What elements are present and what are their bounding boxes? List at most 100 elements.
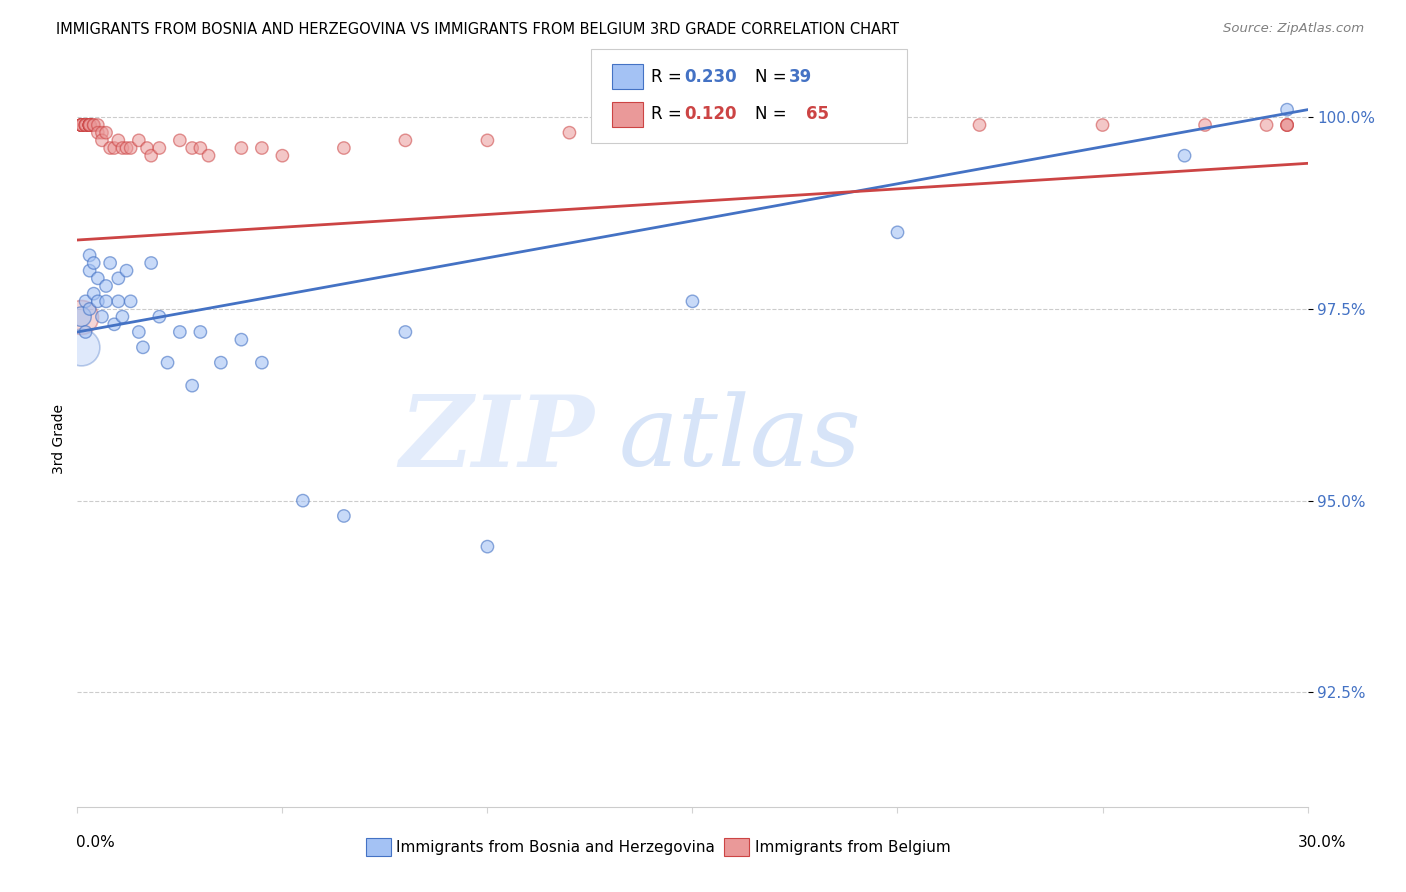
Point bbox=[141, 256, 163, 270]
Point bbox=[83, 286, 105, 301]
Point bbox=[181, 141, 204, 155]
Text: 65: 65 bbox=[806, 105, 828, 123]
Point bbox=[79, 118, 101, 132]
Point bbox=[115, 263, 138, 277]
Point bbox=[120, 294, 142, 309]
Text: Source: ZipAtlas.com: Source: ZipAtlas.com bbox=[1223, 22, 1364, 36]
Point bbox=[70, 118, 93, 132]
Point bbox=[969, 118, 991, 132]
Point bbox=[75, 118, 97, 132]
Point bbox=[70, 118, 93, 132]
Point bbox=[79, 118, 101, 132]
Text: 30.0%: 30.0% bbox=[1298, 836, 1346, 850]
Point bbox=[148, 141, 170, 155]
Point bbox=[333, 141, 356, 155]
Text: Immigrants from Belgium: Immigrants from Belgium bbox=[755, 840, 950, 855]
Text: IMMIGRANTS FROM BOSNIA AND HERZEGOVINA VS IMMIGRANTS FROM BELGIUM 3RD GRADE CORR: IMMIGRANTS FROM BOSNIA AND HERZEGOVINA V… bbox=[56, 22, 900, 37]
Text: 39: 39 bbox=[789, 68, 813, 86]
Point bbox=[83, 118, 105, 132]
Point bbox=[70, 310, 93, 324]
Point bbox=[107, 271, 129, 285]
Point bbox=[70, 340, 93, 354]
Point bbox=[188, 141, 212, 155]
Point bbox=[107, 294, 129, 309]
Point bbox=[1256, 118, 1278, 132]
Point bbox=[250, 141, 273, 155]
Point bbox=[558, 126, 581, 140]
Point bbox=[394, 133, 416, 147]
Point bbox=[197, 149, 219, 163]
Point bbox=[103, 141, 125, 155]
Point bbox=[682, 294, 704, 309]
Point bbox=[120, 141, 142, 155]
Point bbox=[79, 118, 101, 132]
Point bbox=[70, 310, 93, 324]
Text: N =: N = bbox=[755, 68, 792, 86]
Point bbox=[90, 310, 114, 324]
Point bbox=[79, 118, 101, 132]
Point bbox=[70, 118, 93, 132]
Point bbox=[70, 118, 93, 132]
Point bbox=[90, 126, 114, 140]
Point bbox=[70, 118, 93, 132]
Point bbox=[70, 118, 93, 132]
Point bbox=[115, 141, 138, 155]
Point bbox=[477, 133, 499, 147]
Point bbox=[79, 301, 101, 316]
Point bbox=[1275, 118, 1298, 132]
Point bbox=[231, 333, 253, 347]
Point bbox=[231, 141, 253, 155]
Point bbox=[98, 256, 121, 270]
Point bbox=[682, 126, 704, 140]
Point bbox=[1275, 118, 1298, 132]
Point bbox=[79, 118, 101, 132]
Point bbox=[111, 141, 134, 155]
Point bbox=[79, 118, 101, 132]
Point bbox=[132, 340, 155, 354]
Point bbox=[79, 118, 101, 132]
Y-axis label: 3rd Grade: 3rd Grade bbox=[52, 404, 66, 475]
Text: R =: R = bbox=[651, 68, 688, 86]
Point bbox=[148, 310, 170, 324]
Point bbox=[79, 118, 101, 132]
Point bbox=[804, 126, 827, 140]
Point bbox=[291, 493, 314, 508]
Point bbox=[103, 318, 125, 332]
Point bbox=[75, 325, 97, 339]
Point bbox=[1174, 149, 1197, 163]
Point bbox=[1275, 103, 1298, 117]
Point bbox=[79, 263, 101, 277]
Point bbox=[209, 356, 232, 370]
Text: 0.0%: 0.0% bbox=[76, 836, 115, 850]
Point bbox=[70, 118, 93, 132]
Point bbox=[79, 118, 101, 132]
Point bbox=[83, 256, 105, 270]
Point bbox=[477, 540, 499, 554]
Point bbox=[156, 356, 179, 370]
Point bbox=[87, 118, 110, 132]
Point bbox=[70, 118, 93, 132]
Point bbox=[1091, 118, 1114, 132]
Point bbox=[136, 141, 159, 155]
Point bbox=[75, 118, 97, 132]
Point bbox=[250, 356, 273, 370]
Point bbox=[83, 118, 105, 132]
Text: Immigrants from Bosnia and Herzegovina: Immigrants from Bosnia and Herzegovina bbox=[396, 840, 716, 855]
Point bbox=[394, 325, 416, 339]
Text: N =: N = bbox=[755, 105, 792, 123]
Point bbox=[886, 225, 908, 239]
Point bbox=[94, 126, 117, 140]
Point bbox=[141, 149, 163, 163]
Point bbox=[79, 118, 101, 132]
Point bbox=[128, 325, 150, 339]
Point bbox=[79, 118, 101, 132]
Point bbox=[94, 294, 117, 309]
Point bbox=[79, 118, 101, 132]
Point bbox=[79, 118, 101, 132]
Point bbox=[128, 133, 150, 147]
Point bbox=[87, 271, 110, 285]
Point bbox=[87, 294, 110, 309]
Point bbox=[169, 133, 191, 147]
Point bbox=[271, 149, 294, 163]
Point bbox=[188, 325, 212, 339]
